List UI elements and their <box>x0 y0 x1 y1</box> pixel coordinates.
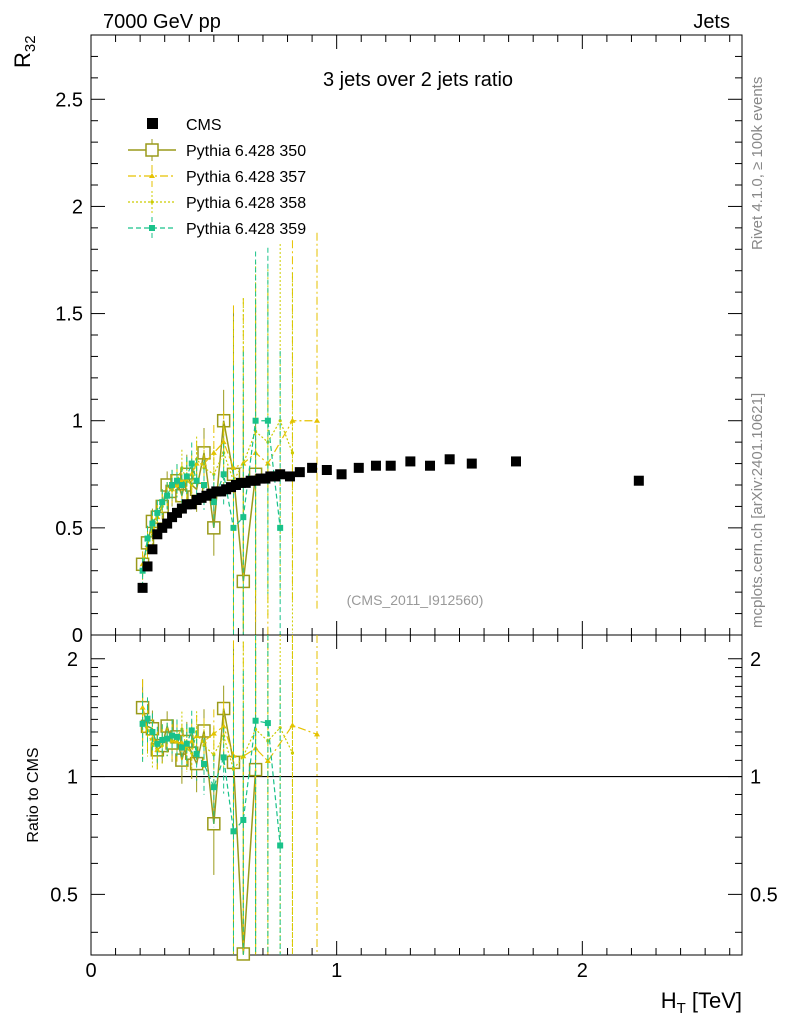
cms-point <box>336 469 347 480</box>
cms-point <box>294 467 305 478</box>
series-marker <box>139 704 146 710</box>
series-cms <box>137 454 644 593</box>
series-line <box>141 420 281 571</box>
cms-point <box>405 456 416 467</box>
side-bottom-wrap: mcplots.cern.ch [arXiv:2401.10621] <box>749 393 766 628</box>
series-marker <box>264 417 271 424</box>
ratio-y-tick-label-right: 2 <box>750 649 761 671</box>
ratio-axis-ticks: 0 1 2 0.5 0.5 1 1 2 2 <box>50 635 778 982</box>
ratio-series-line <box>142 723 293 771</box>
cms-point <box>353 462 364 473</box>
main-data-layer <box>135 232 644 635</box>
series-marker <box>159 499 166 506</box>
series-marker <box>264 720 271 727</box>
series-marker <box>145 143 159 157</box>
legend-item-p357: Pythia 6.428 357 <box>128 165 306 187</box>
series-marker <box>144 715 151 722</box>
legend-label: CMS <box>186 117 222 134</box>
legend-label: Pythia 6.428 358 <box>186 195 306 212</box>
side-top-wrap: Rivet 4.1.0, ≥ 100k events <box>749 77 766 250</box>
y-tick-label: 1 <box>72 411 83 433</box>
cms-point <box>466 458 477 469</box>
series-marker <box>149 225 155 231</box>
ratio-series-p359 <box>139 635 284 955</box>
analysis-label: (CMS_2011_I912560) <box>347 592 484 608</box>
ratio-frame <box>90 634 743 956</box>
series-marker <box>230 828 237 835</box>
y-tick-label: 0 <box>72 625 83 647</box>
ratio-y-tick-label-right: 0.5 <box>750 884 778 906</box>
series-line <box>141 419 294 571</box>
side-label-bottom: mcplots.cern.ch [arXiv:2401.10621] <box>749 393 766 628</box>
cms-point <box>633 475 644 486</box>
cms-point <box>162 518 173 529</box>
cms-point <box>444 454 455 465</box>
series-p359 <box>139 247 284 635</box>
ratio-series-p357 <box>139 635 321 955</box>
cms-point <box>510 456 521 467</box>
y-tick-label: 1.5 <box>55 304 83 326</box>
cms-point <box>147 544 158 555</box>
series-marker <box>190 483 194 487</box>
cms-point <box>275 469 286 480</box>
ratio-series-p358 <box>140 635 295 955</box>
ratio-series-line <box>142 717 281 846</box>
ratio-axis-label: Ratio to CMS <box>25 747 42 842</box>
series-marker <box>240 816 247 823</box>
cms-point <box>385 460 396 471</box>
legend-item-p358: Pythia 6.428 358 <box>128 191 306 213</box>
series-marker <box>210 499 217 506</box>
series-marker <box>164 492 171 499</box>
cms-point <box>284 471 295 482</box>
header-left: 7000 GeV pp <box>103 11 221 33</box>
x-tick-label: 0 <box>85 960 96 982</box>
chart-title: 3 jets over 2 jets ratio <box>323 69 513 91</box>
ratio-y-tick-label-right: 1 <box>750 767 761 789</box>
legend: CMS Pythia 6.428 350 Pythia 6.428 357 Pythi… <box>128 117 306 239</box>
y-axis-label: R32 <box>10 35 39 68</box>
series-marker <box>220 754 227 761</box>
main-panel: 0 0.5 1 1.5 2 2.5 <box>55 34 743 647</box>
y-tick-label: 2.5 <box>55 89 83 111</box>
ratio-y-tick-label: 1 <box>67 767 78 789</box>
cms-point <box>137 582 148 593</box>
series-marker <box>290 751 295 755</box>
x-axis-label: HT [TeV] <box>661 988 742 1017</box>
y-axis-label-text: R32 <box>10 35 39 68</box>
ratio-panel: 0 1 2 0.5 0.5 1 1 2 2 <box>50 634 778 982</box>
legend-label: Pythia 6.428 359 <box>186 221 306 238</box>
series-marker <box>290 451 295 455</box>
y-tick-label: 0.5 <box>55 518 83 540</box>
series-marker <box>149 173 155 178</box>
main-axis-ticks: 0 0.5 1 1.5 2 2.5 <box>55 35 742 647</box>
side-label-top: Rivet 4.1.0, ≥ 100k events <box>749 77 766 250</box>
legend-item-cms: CMS <box>147 117 222 134</box>
ratio-data-layer <box>135 635 321 961</box>
series-p358 <box>140 244 295 635</box>
x-tick-label: 1 <box>331 960 342 982</box>
cms-point <box>321 465 332 475</box>
series-marker <box>210 784 217 791</box>
series-marker <box>150 200 154 204</box>
y-tick-label: 2 <box>72 196 83 218</box>
ratio-y-tick-label: 2 <box>67 649 78 671</box>
ratio-axis-label-wrap: Ratio to CMS <box>25 747 42 842</box>
header-right: Jets <box>693 11 730 33</box>
x-tick-label: 2 <box>577 960 588 982</box>
cms-point <box>425 460 436 471</box>
cms-point <box>142 561 153 572</box>
cms-point <box>370 460 381 471</box>
cms-point <box>152 529 163 540</box>
ratio-y-tick-label: 0.5 <box>50 884 78 906</box>
series-marker <box>164 735 171 742</box>
series-p357 <box>139 232 321 635</box>
series-marker <box>149 728 156 735</box>
legend-label: Pythia 6.428 350 <box>186 143 306 160</box>
cms-point <box>307 462 318 473</box>
legend-label: Pythia 6.428 357 <box>186 169 306 186</box>
legend-swatch <box>147 118 158 129</box>
legend-item-p350: Pythia 6.428 350 <box>128 139 306 161</box>
legend-item-p359: Pythia 6.428 359 <box>128 217 306 239</box>
